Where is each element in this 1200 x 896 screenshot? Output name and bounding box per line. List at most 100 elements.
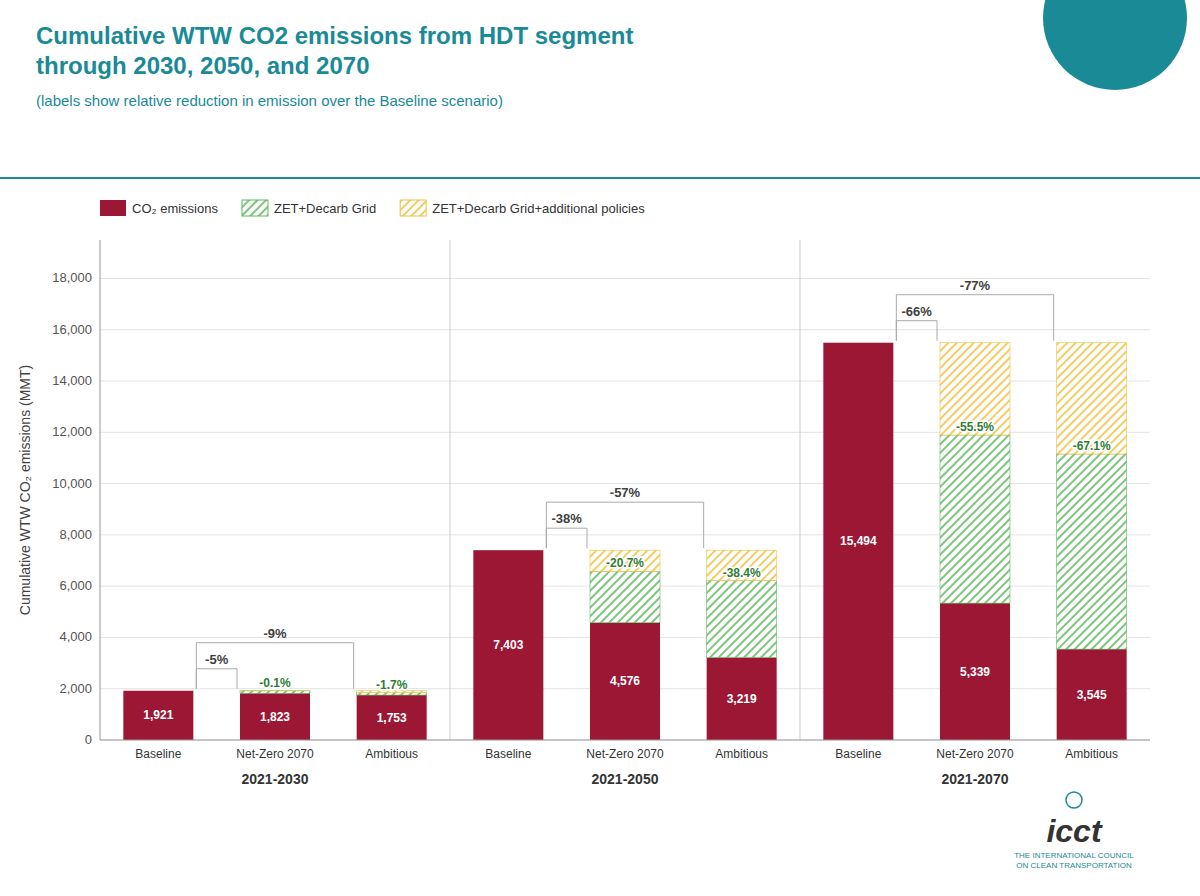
- data-label: 3,219: [727, 692, 757, 706]
- bracket: [546, 502, 703, 548]
- logo-caption: ON CLEAN TRANSPORTATION: [1016, 861, 1132, 870]
- reduction-label: -38%: [551, 511, 582, 526]
- category-label: Baseline: [485, 747, 531, 761]
- bracket: [896, 321, 937, 341]
- tick-label: 12,000: [52, 424, 92, 439]
- bar-segment: [823, 343, 893, 740]
- bar-segment: [707, 550, 777, 580]
- group-label: 2021-2030: [242, 771, 309, 787]
- group-separator: [800, 240, 801, 740]
- reduction-label: -77%: [960, 278, 991, 293]
- bar-segment: [473, 550, 543, 551]
- reduction-label: -5%: [205, 652, 229, 667]
- data-label: 1,753: [377, 711, 407, 725]
- group-label: 2021-2070: [942, 771, 1009, 787]
- bar-segment: [1057, 649, 1127, 740]
- legend-item: CO₂ emissions: [100, 200, 218, 216]
- decor-circle: [1043, 0, 1187, 90]
- bar-segment: [123, 691, 193, 740]
- title: Cumulative WTW CO2 emissions from HDT se…: [36, 22, 633, 49]
- decarb-label: -55.5%: [956, 420, 994, 434]
- bar-segment: [240, 691, 310, 693]
- category-label: Baseline: [835, 747, 881, 761]
- data-label: 15,494: [840, 534, 877, 548]
- grid-line: [100, 740, 1150, 741]
- bar-segment: [123, 690, 193, 691]
- divider: [0, 177, 1200, 179]
- data-label: 5,339: [960, 665, 990, 679]
- data-label: 1,823: [260, 710, 290, 724]
- bar-segment: [940, 343, 1010, 435]
- title: through 2030, 2050, and 2070: [36, 52, 369, 79]
- bar-segment: [823, 342, 893, 343]
- bars: [123, 343, 1126, 740]
- bracket: [196, 643, 353, 689]
- bar-segment: [473, 550, 543, 740]
- legend-label: ZET+Decarb Grid+additional policies: [432, 201, 645, 216]
- legend-label: ZET+Decarb Grid: [274, 201, 376, 216]
- group-label: 2021-2050: [592, 771, 659, 787]
- decarb-label: -1.7%: [376, 678, 408, 692]
- category-label: Baseline: [135, 747, 181, 761]
- legend-swatch: [100, 200, 126, 216]
- y-axis-line: [100, 240, 101, 740]
- legend-item: ZET+Decarb Grid+additional policies: [400, 200, 645, 216]
- x-axis-line: [100, 740, 1150, 741]
- legend-swatch: [242, 200, 268, 216]
- bar-segment: [590, 623, 660, 740]
- bar-segment: [1057, 343, 1127, 454]
- category-label: Ambitious: [365, 747, 418, 761]
- logo-circle: [1066, 792, 1082, 808]
- tick-label: 4,000: [59, 629, 92, 644]
- category-label: Ambitious: [1065, 747, 1118, 761]
- tick-label: 18,000: [52, 270, 92, 285]
- chart: Cumulative WTW CO2 emissions from HDT se…: [0, 0, 1200, 896]
- legend: CO₂ emissions ZET+Decarb Grid ZET+Decarb G…: [100, 200, 645, 216]
- reduction-label: -57%: [610, 485, 641, 500]
- tick-label: 6,000: [59, 578, 92, 593]
- legend-label: CO₂ emissions: [132, 201, 218, 216]
- bracket: [196, 669, 237, 689]
- bar-segment: [940, 435, 1010, 603]
- tick-label: 8,000: [59, 527, 92, 542]
- tick-label: 16,000: [52, 322, 92, 337]
- decarb-label: -67.1%: [1073, 439, 1111, 453]
- reduction-label: -9%: [263, 626, 287, 641]
- subtitle: (labels show relative reduction in emiss…: [36, 92, 503, 109]
- bar-segment: [707, 657, 777, 740]
- labels: 1,9211,8231,7537,4034,5763,21915,4945,33…: [143, 278, 1111, 725]
- bar-segment: [473, 550, 543, 551]
- bar-segment: [357, 695, 427, 740]
- bar-segment: [940, 603, 1010, 740]
- tick-label: 10,000: [52, 476, 92, 491]
- data-label: 3,545: [1077, 688, 1107, 702]
- bar-segment: [123, 690, 193, 691]
- grid-line: [100, 278, 1150, 279]
- legend-swatch: [400, 200, 426, 216]
- bar-segment: [240, 693, 310, 740]
- bar-segment: [357, 693, 427, 695]
- bracket: [896, 295, 1053, 341]
- grid-line: [100, 329, 1150, 330]
- decarb-label: -0.1%: [259, 676, 291, 690]
- data-label: 4,576: [610, 674, 640, 688]
- logo: icct: [1046, 813, 1102, 849]
- bar-segment: [823, 342, 893, 343]
- data-label: 1,921: [143, 708, 173, 722]
- legend-item: ZET+Decarb Grid: [242, 200, 376, 216]
- category-label: Ambitious: [715, 747, 768, 761]
- category-label: Net-Zero 2070: [936, 747, 1014, 761]
- category-label: Net-Zero 2070: [236, 747, 314, 761]
- decarb-label: -38.4%: [723, 566, 761, 580]
- group-separator: [450, 240, 451, 740]
- bar-segment: [240, 690, 310, 691]
- tick-label: 14,000: [52, 373, 92, 388]
- bracket: [546, 528, 587, 548]
- bar-segment: [590, 550, 660, 571]
- tick-label: 0: [85, 732, 92, 747]
- tick-label: 2,000: [59, 681, 92, 696]
- decarb-label: -20.7%: [606, 556, 644, 570]
- reduction-label: -66%: [901, 304, 932, 319]
- bar-segment: [707, 581, 777, 658]
- bar-segment: [1057, 454, 1127, 649]
